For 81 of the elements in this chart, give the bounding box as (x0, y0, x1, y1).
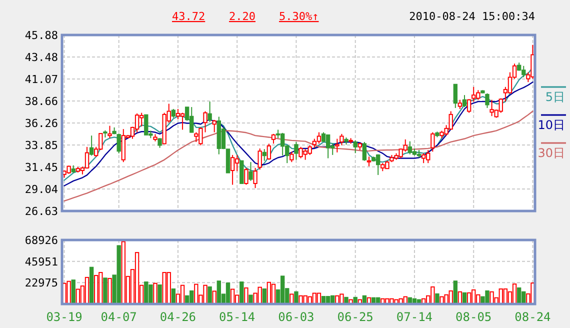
bar (280, 276, 285, 304)
legend-label: 10日 (538, 118, 565, 132)
x-tick-label: 03-19 (46, 310, 82, 324)
candlestick (290, 151, 294, 163)
y-tick-label: 31.45 (24, 160, 58, 174)
x-tick-label: 06-25 (337, 310, 374, 324)
bar (103, 278, 108, 304)
candlestick (258, 148, 262, 170)
x-tick-label: 05-14 (219, 310, 256, 324)
legend-label: 5日 (545, 90, 565, 104)
bar (248, 294, 253, 304)
candlestick (240, 160, 244, 184)
candlestick (353, 140, 358, 154)
candlestick (134, 112, 140, 133)
candlestick (294, 141, 298, 160)
candlestick (262, 148, 266, 162)
candlestick (180, 112, 185, 130)
candlestick (316, 132, 322, 144)
x-tick-label: 08-24 (514, 310, 551, 324)
x-tick-label: 08-05 (456, 310, 492, 324)
candlestick (485, 92, 490, 108)
y-tick-label: 36.26 (24, 116, 58, 130)
bar (453, 280, 458, 304)
text: 2010-08-24 15:00:34 (409, 10, 536, 23)
text: 5.30%↑ (279, 10, 319, 23)
legend-label: 30日 (538, 146, 565, 160)
y-tick-label: 26.63 (24, 205, 58, 218)
line-series (64, 81, 534, 186)
bar (226, 282, 230, 304)
bar (89, 266, 94, 304)
candlestick (453, 84, 458, 108)
bar (435, 293, 440, 304)
bar (240, 281, 244, 304)
candlestick (84, 146, 90, 170)
candlestick (366, 156, 372, 167)
candlestick (458, 99, 462, 110)
candlestick (89, 135, 94, 156)
candlestick (244, 167, 248, 186)
y-tick-label: 68926 (24, 234, 58, 247)
bar (158, 284, 162, 304)
candlestick (430, 132, 435, 152)
candlestick (266, 143, 272, 160)
candlestick (176, 108, 180, 120)
candlestick (253, 167, 258, 189)
y-tick-label: 38.66 (24, 95, 58, 108)
y-tick-label: 29.04 (24, 182, 58, 196)
candlestick (472, 86, 476, 102)
candlestick (462, 94, 467, 108)
x-tick-label: 06-03 (278, 310, 314, 324)
candlestick (362, 141, 367, 162)
candlestick (466, 98, 472, 114)
bar (208, 286, 212, 304)
text: 43.72 (172, 10, 206, 23)
x-tick-label: 07-14 (396, 310, 433, 324)
y-tick-label: 33.85 (24, 138, 58, 152)
bar (294, 291, 298, 304)
y-tick-label: 43.48 (24, 50, 58, 64)
candlestick (230, 154, 235, 186)
candlestick (335, 138, 340, 153)
candlestick (208, 101, 212, 122)
text: 2.20 (229, 10, 256, 23)
candlestick (312, 138, 317, 148)
candlestick (116, 133, 121, 154)
y-tick-label: 41.07 (24, 72, 58, 86)
y-tick-label: 22975 (24, 276, 58, 290)
candlestick (421, 152, 426, 164)
candlestick (212, 119, 216, 133)
candlestick (248, 162, 253, 182)
y-tick-label: 45951 (24, 255, 58, 268)
candlestick (271, 133, 276, 144)
x-tick-label: 04-07 (100, 310, 137, 324)
y-tick-label: 45.88 (24, 29, 58, 42)
line-series (64, 110, 534, 202)
bar (71, 280, 76, 304)
candlestick (108, 125, 112, 139)
candlestick (203, 110, 208, 133)
candlestick (280, 132, 285, 156)
candlestick (408, 140, 412, 155)
candlestick (158, 138, 162, 148)
candlestick (326, 134, 330, 159)
x-tick-label: 04-26 (160, 310, 196, 324)
